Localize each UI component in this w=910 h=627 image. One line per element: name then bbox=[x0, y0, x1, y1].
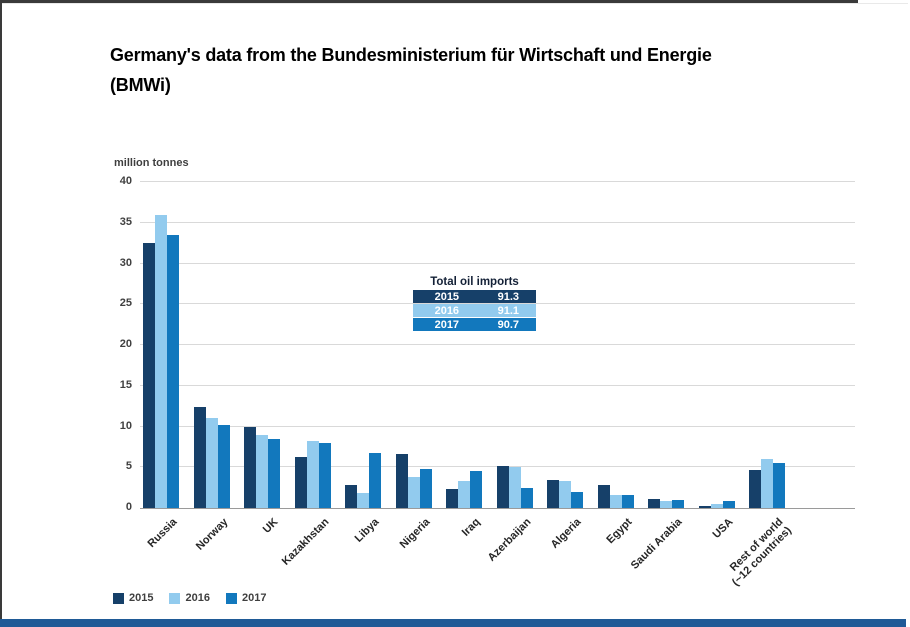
total-imports-row-2016: 2016 91.1 bbox=[413, 304, 536, 317]
bar-2017-rest-of-world bbox=[773, 463, 785, 508]
bar-2017-uk bbox=[268, 438, 280, 508]
bar-2015-libya bbox=[345, 485, 357, 508]
legend-item-2017: 2017 bbox=[225, 592, 267, 604]
bar-2015-russia bbox=[143, 243, 155, 508]
chart-title-line2: (BMWi) bbox=[110, 75, 171, 95]
total-imports-title: Total oil imports bbox=[430, 276, 519, 288]
y-tick-label-30: 30 bbox=[119, 256, 132, 269]
bar-2016-libya bbox=[357, 493, 369, 508]
x-axis-label-russia: Russia bbox=[145, 516, 180, 550]
bar-2017-algeria bbox=[571, 491, 583, 508]
legend-item-2015: 2015 bbox=[113, 592, 153, 604]
bar-2015-egypt bbox=[597, 485, 610, 508]
bar-2016-egypt bbox=[609, 494, 622, 508]
total-imports-year: 2016 bbox=[434, 304, 460, 317]
gridline-25 bbox=[140, 303, 855, 305]
bar-2015-kazakhstan bbox=[294, 456, 307, 508]
bar-2015-rest-of-world bbox=[749, 469, 761, 508]
bar-2016-iraq bbox=[458, 481, 470, 508]
bar-2017-norway bbox=[217, 424, 230, 508]
legend-label-2015: 2015 bbox=[129, 592, 154, 604]
bar-2016-russia bbox=[155, 214, 167, 508]
bar-2017-azerbaijan bbox=[520, 488, 533, 508]
y-tick-label-25: 25 bbox=[119, 297, 132, 310]
legend-swatch-2017 bbox=[225, 592, 237, 604]
total-imports-value: 90.7 bbox=[497, 318, 520, 331]
total-imports-value: 91.3 bbox=[497, 290, 520, 303]
bar-2015-norway bbox=[193, 406, 206, 508]
y-axis-title: million tonnes bbox=[114, 157, 189, 169]
legend-item-2016: 2016 bbox=[169, 592, 210, 604]
total-imports-row-2017: 2017 90.7 bbox=[413, 318, 536, 331]
plot-area: Russia Norway UK Kazakhstan Libya Nigeria Iraq… bbox=[140, 181, 855, 589]
bar-2017-saudi-arabia bbox=[672, 499, 684, 508]
window-top-border-light bbox=[0, 3, 908, 4]
bar-2017-nigeria bbox=[419, 468, 432, 508]
total-imports-rows: 2015 91.3 2016 91.1 2017 90.7 bbox=[413, 290, 536, 331]
bar-2017-libya bbox=[369, 452, 381, 508]
bar-2015-nigeria bbox=[395, 454, 408, 508]
bar-2015-uk bbox=[244, 426, 256, 508]
bar-2016-rest-of-world bbox=[761, 459, 773, 508]
bar-2015-iraq bbox=[446, 489, 458, 508]
y-tick-label-20: 20 bbox=[119, 338, 132, 350]
bottom-bar bbox=[0, 619, 906, 627]
bar-2017-usa bbox=[722, 500, 735, 508]
bar-2015-usa bbox=[698, 506, 711, 508]
bar-2017-kazakhstan bbox=[318, 442, 331, 508]
legend-label-2017: 2017 bbox=[241, 592, 267, 604]
total-imports-row-2015: 2015 91.3 bbox=[413, 290, 536, 303]
legend-label-2016: 2016 bbox=[185, 592, 210, 604]
y-tick-label-5: 5 bbox=[125, 460, 132, 473]
legend-swatch-2015 bbox=[113, 592, 124, 604]
x-axis-line bbox=[140, 508, 855, 509]
total-imports-year: 2017 bbox=[434, 318, 460, 331]
y-tick-label-40: 40 bbox=[119, 175, 132, 187]
y-tick-label-0: 0 bbox=[125, 501, 132, 513]
gridline-20 bbox=[140, 344, 855, 345]
y-tick-label-35: 35 bbox=[119, 215, 132, 228]
total-imports-year: 2015 bbox=[434, 290, 460, 303]
y-axis-ticks: 0 5 10 15 20 25 30 35 40 bbox=[104, 175, 132, 513]
bar-2015-algeria bbox=[547, 480, 559, 508]
window-top-border bbox=[0, 0, 858, 3]
gridline-40 bbox=[140, 181, 855, 182]
chart-title-line1: Germany's data from the Bundesministeriu… bbox=[110, 45, 712, 65]
legend-swatch-2016 bbox=[169, 592, 181, 604]
bar-2016-usa bbox=[710, 503, 723, 508]
bar-2017-egypt bbox=[621, 494, 634, 508]
gridline-15 bbox=[140, 384, 855, 386]
gridline-10 bbox=[140, 425, 855, 427]
bar-2016-algeria bbox=[559, 481, 571, 508]
bar-2017-russia bbox=[167, 234, 179, 508]
window-left-border bbox=[0, 0, 2, 627]
gridline-30 bbox=[140, 262, 855, 264]
chart-title: Germany's data from the Bundesministeriu… bbox=[110, 40, 810, 100]
bar-2016-kazakhstan bbox=[306, 441, 319, 508]
bar-2015-azerbaijan bbox=[496, 465, 509, 508]
bar-2016-saudi-arabia bbox=[660, 501, 672, 508]
total-imports-table: Total oil imports 2015 91.3 2016 91.1 2017 90… bbox=[413, 276, 536, 332]
y-tick-label-10: 10 bbox=[119, 419, 132, 432]
bar-2016-azerbaijan bbox=[508, 467, 521, 508]
bar-2016-norway bbox=[205, 418, 218, 508]
total-imports-value: 91.1 bbox=[497, 304, 520, 317]
bar-2017-iraq bbox=[470, 470, 482, 508]
gridline-35 bbox=[140, 221, 855, 223]
chart-legend: 2015 2016 2017 bbox=[113, 592, 266, 604]
bar-2015-saudi-arabia bbox=[648, 499, 660, 508]
bar-2016-uk bbox=[256, 435, 268, 508]
y-tick-label-15: 15 bbox=[119, 378, 132, 391]
bar-2016-nigeria bbox=[407, 477, 420, 508]
